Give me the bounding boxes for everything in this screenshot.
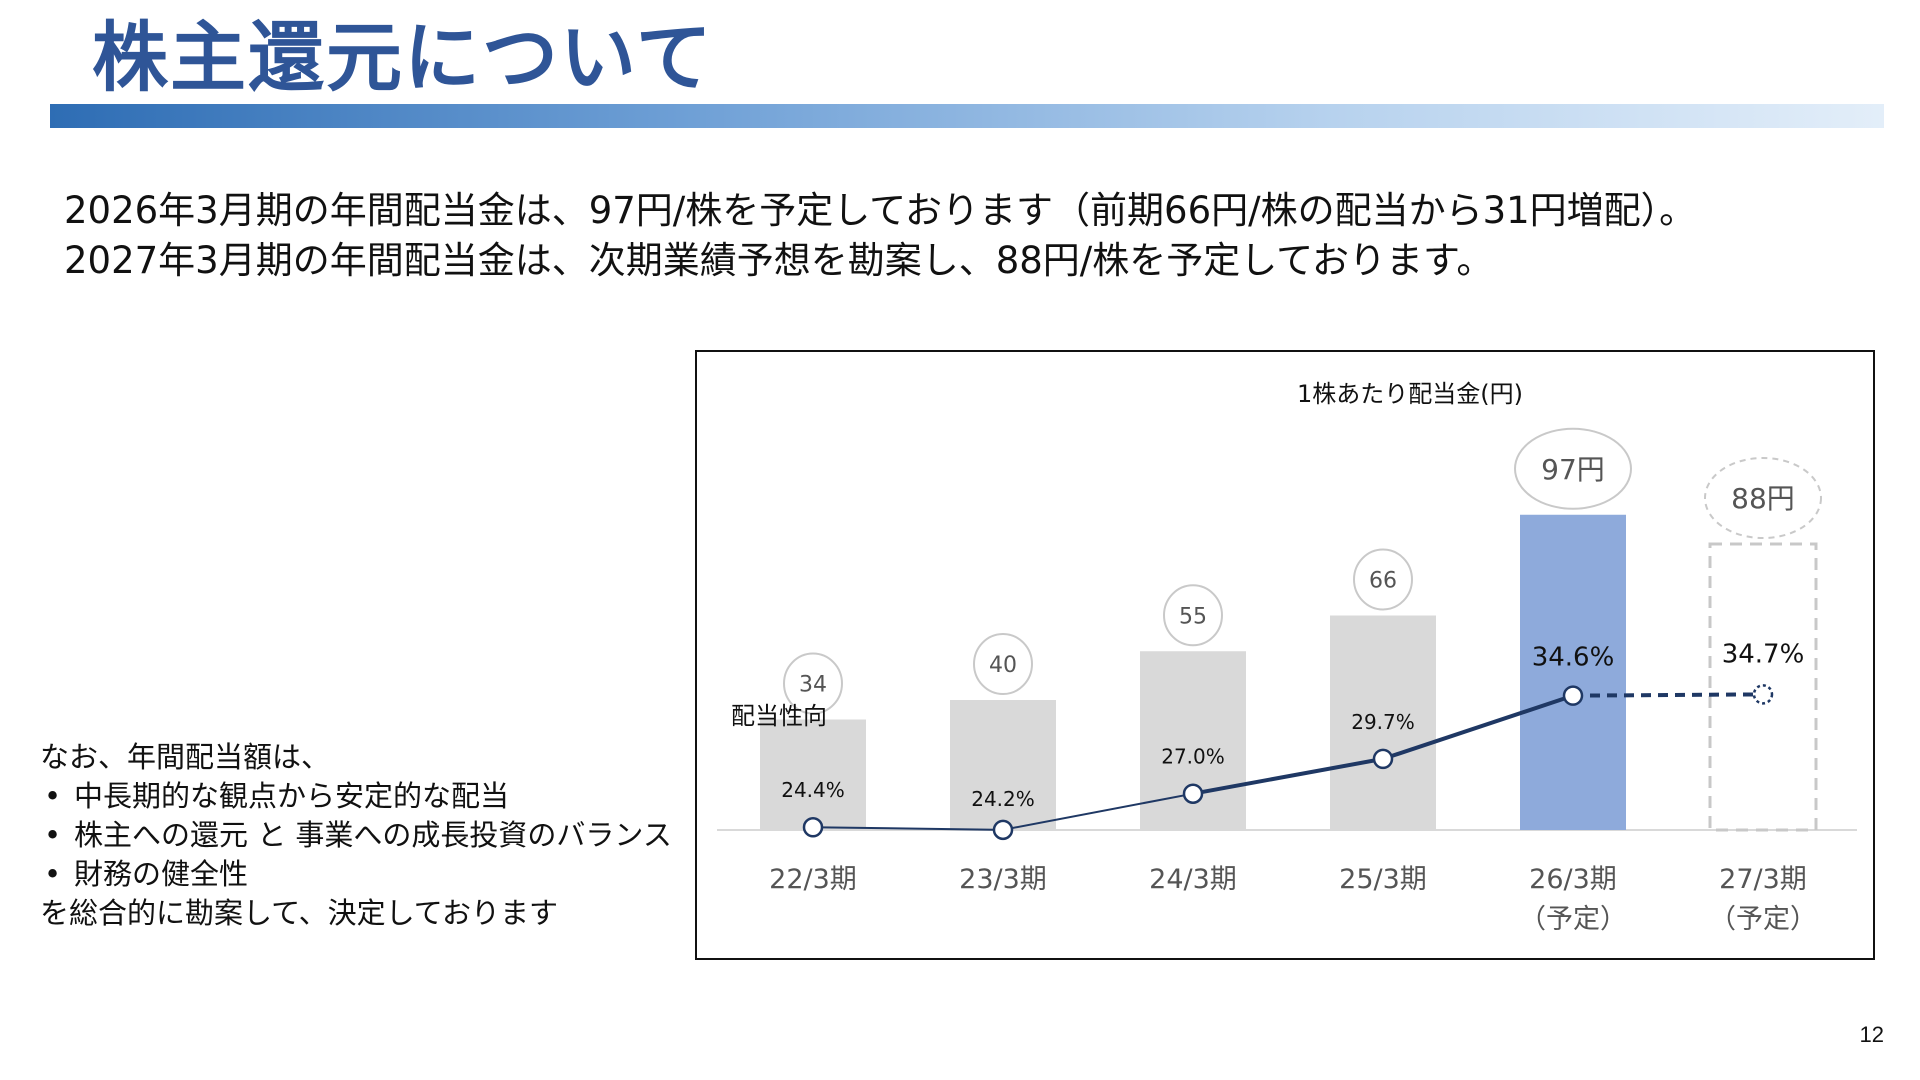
intro-line-2: 2027年3月期の年間配当金は、次期業績予想を勘案し、88円/株を予定しておりま… xyxy=(64,239,1494,282)
page-number: 12 xyxy=(1859,1022,1884,1047)
note-bullet-text: 中長期的な観点から安定的な配当 xyxy=(74,779,510,813)
dividend-chart: 1株あたり配当金(円) 34 22/3期 40 23/3期 55 24/3期 66 25/3期 9… xyxy=(695,350,1875,960)
payout-ratio-line-segment xyxy=(1382,693,1574,761)
bullet-dot-icon: • xyxy=(44,818,62,852)
dividend-value-label: 40 xyxy=(989,653,1017,678)
payout-ratio-line-segment xyxy=(1572,692,1764,698)
note-bullet: • 中長期的な観点から安定的な配当 xyxy=(40,777,672,816)
payout-ratio-point xyxy=(1372,748,1394,770)
payout-ratio-label: 34.7% xyxy=(1722,639,1805,669)
payout-ratio-label: 34.6% xyxy=(1532,643,1615,673)
dividend-value-label: 55 xyxy=(1179,604,1207,629)
x-tick-label: 25/3期 xyxy=(1339,864,1427,895)
x-tick-label: 24/3期 xyxy=(1149,864,1237,895)
payout-ratio-label: 24.2% xyxy=(971,787,1035,811)
dividend-value-bubble xyxy=(1514,427,1632,510)
payout-ratio-series-label: 配当性向 xyxy=(731,702,827,730)
payout-ratio-label: 27.0% xyxy=(1161,745,1225,769)
page-title: 株主還元について xyxy=(92,13,714,102)
payout-ratio-line-segment xyxy=(1002,792,1194,831)
bullet-dot-icon: • xyxy=(44,779,62,813)
dividend-policy-note: なお、年間配当額は、 • 中長期的な観点から安定的な配当 • 株主への還元 と 事業… xyxy=(40,738,672,933)
dividend-value-bubble xyxy=(1163,584,1223,647)
x-tick-sublabel: （予定） xyxy=(1519,904,1627,935)
payout-ratio-point xyxy=(992,819,1014,841)
intro-text: 2026年3月期の年間配当金は、97円/株を予定しております（前期66円/株の配… xyxy=(64,186,1696,286)
bullet-dot-icon: • xyxy=(44,857,62,891)
x-tick-label: 26/3期 xyxy=(1529,864,1617,895)
dividend-value-bubble xyxy=(1353,548,1413,611)
note-bullet: • 財務の健全性 xyxy=(40,855,672,894)
payout-ratio-point xyxy=(1562,685,1584,706)
payout-ratio-line-segment xyxy=(1192,756,1384,796)
title-underline-bar xyxy=(50,104,1884,128)
payout-ratio-point xyxy=(802,816,824,838)
payout-ratio-line-segment xyxy=(812,826,1004,831)
dividend-bar xyxy=(1708,542,1818,832)
note-tail: を総合的に勘案して、決定しております xyxy=(40,896,558,930)
dividend-value-label: 66 xyxy=(1369,569,1397,594)
payout-ratio-label: 24.4% xyxy=(781,778,845,802)
dividend-value-bubble xyxy=(783,652,843,715)
payout-ratio-label: 29.7% xyxy=(1351,710,1415,734)
x-tick-label: 23/3期 xyxy=(959,864,1047,895)
x-tick-label: 22/3期 xyxy=(769,864,857,895)
x-tick-label: 27/3期 xyxy=(1719,864,1807,895)
note-bullet-text: 株主への還元 と 事業への成長投資のバランス xyxy=(74,818,672,852)
dividend-bar xyxy=(1330,615,1436,830)
dividend-value-label: 97円 xyxy=(1541,453,1605,486)
payout-ratio-point xyxy=(1752,684,1774,705)
note-bullet: • 株主への還元 と 事業への成長投資のバランス xyxy=(40,816,672,855)
dividend-value-bubble xyxy=(1704,457,1822,539)
dividend-value-label: 34 xyxy=(799,673,827,698)
note-lead: なお、年間配当額は、 xyxy=(40,740,331,774)
dividend-chart-svg: 1株あたり配当金(円) 34 22/3期 40 23/3期 55 24/3期 66 25/3期 9… xyxy=(717,380,1857,935)
x-tick-sublabel: （予定） xyxy=(1709,904,1817,935)
note-bullet-text: 財務の健全性 xyxy=(74,857,249,891)
dividend-value-bubble xyxy=(973,633,1033,695)
dividend-bar xyxy=(1520,514,1626,830)
chart-title: 1株あたり配当金(円) xyxy=(1297,380,1523,408)
dividend-value-label: 88円 xyxy=(1731,482,1795,515)
dividend-bar xyxy=(950,700,1056,830)
payout-ratio-point xyxy=(1182,783,1204,804)
intro-line-1: 2026年3月期の年間配当金は、97円/株を予定しております（前期66円/株の配… xyxy=(64,189,1697,232)
dividend-bar xyxy=(760,719,866,830)
